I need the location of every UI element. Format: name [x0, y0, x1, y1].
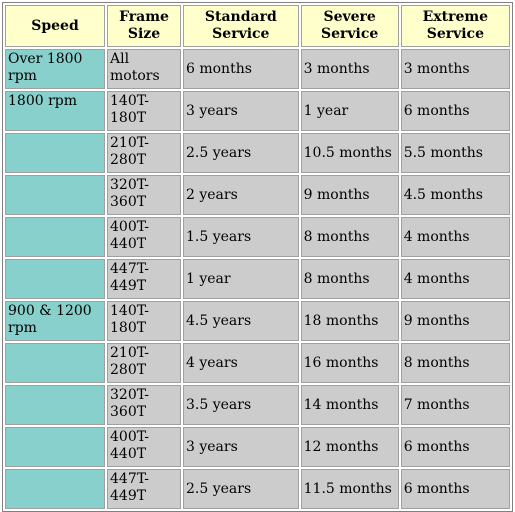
extreme-service-cell: 5.5 months: [400, 133, 510, 173]
extreme-service-cell: 4 months: [400, 217, 510, 257]
header-frame-size: Frame Size: [107, 5, 181, 47]
standard-service-cell: 1.5 years: [183, 217, 299, 257]
severe-service-cell: 10.5 months: [300, 133, 399, 173]
table-row: 447T-449T 2.5 years 11.5 months 6 months: [5, 469, 510, 509]
standard-service-cell: 4 years: [183, 343, 299, 383]
standard-service-cell: 6 months: [183, 49, 299, 89]
header-row: Speed Frame Size Standard Service Severe…: [5, 5, 510, 47]
severe-service-cell: 12 months: [300, 427, 399, 467]
table-row: 900 & 1200 rpm 140T-180T 4.5 years 18 mo…: [5, 301, 510, 341]
frame-size-cell: 400T-440T: [107, 427, 181, 467]
frame-size-cell: 210T-280T: [107, 343, 181, 383]
speed-cell: [5, 343, 105, 383]
table-row: Over 1800 rpm All motors 6 months 3 mont…: [5, 49, 510, 89]
severe-service-cell: 3 months: [300, 49, 399, 89]
extreme-service-cell: 6 months: [400, 427, 510, 467]
speed-cell: [5, 259, 105, 299]
frame-size-cell: 400T-440T: [107, 217, 181, 257]
severe-service-cell: 16 months: [300, 343, 399, 383]
table-row: 400T-440T 3 years 12 months 6 months: [5, 427, 510, 467]
header-standard-service: Standard Service: [183, 5, 299, 47]
standard-service-cell: 1 year: [183, 259, 299, 299]
frame-size-cell: 320T-360T: [107, 385, 181, 425]
frame-size-cell: 320T-360T: [107, 175, 181, 215]
standard-service-cell: 2.5 years: [183, 469, 299, 509]
standard-service-cell: 2.5 years: [183, 133, 299, 173]
standard-service-cell: 3.5 years: [183, 385, 299, 425]
extreme-service-cell: 7 months: [400, 385, 510, 425]
speed-cell: [5, 133, 105, 173]
extreme-service-cell: 6 months: [400, 91, 510, 131]
table-row: 320T-360T 3.5 years 14 months 7 months: [5, 385, 510, 425]
table-row: 1800 rpm 140T-180T 3 years 1 year 6 mont…: [5, 91, 510, 131]
table-row: 210T-280T 2.5 years 10.5 months 5.5 mont…: [5, 133, 510, 173]
speed-cell: 1800 rpm: [5, 91, 105, 131]
frame-size-cell: 210T-280T: [107, 133, 181, 173]
severe-service-cell: 1 year: [300, 91, 399, 131]
severe-service-cell: 8 months: [300, 217, 399, 257]
severe-service-cell: 18 months: [300, 301, 399, 341]
speed-cell: [5, 385, 105, 425]
speed-cell: Over 1800 rpm: [5, 49, 105, 89]
standard-service-cell: 4.5 years: [183, 301, 299, 341]
extreme-service-cell: 6 months: [400, 469, 510, 509]
speed-cell: [5, 217, 105, 257]
table-row: 400T-440T 1.5 years 8 months 4 months: [5, 217, 510, 257]
frame-size-cell: 140T-180T: [107, 91, 181, 131]
speed-cell: [5, 175, 105, 215]
table-row: 320T-360T 2 years 9 months 4.5 months: [5, 175, 510, 215]
standard-service-cell: 2 years: [183, 175, 299, 215]
frame-size-cell: 140T-180T: [107, 301, 181, 341]
standard-service-cell: 3 years: [183, 427, 299, 467]
header-severe-service: Severe Service: [300, 5, 399, 47]
extreme-service-cell: 4 months: [400, 259, 510, 299]
extreme-service-cell: 3 months: [400, 49, 510, 89]
severe-service-cell: 9 months: [300, 175, 399, 215]
extreme-service-cell: 8 months: [400, 343, 510, 383]
table-row: 447T-449T 1 year 8 months 4 months: [5, 259, 510, 299]
severe-service-cell: 8 months: [300, 259, 399, 299]
standard-service-cell: 3 years: [183, 91, 299, 131]
frame-size-cell: 447T-449T: [107, 259, 181, 299]
frame-size-cell: All motors: [107, 49, 181, 89]
extreme-service-cell: 4.5 months: [400, 175, 510, 215]
frame-size-cell: 447T-449T: [107, 469, 181, 509]
header-speed: Speed: [5, 5, 105, 47]
speed-cell: [5, 427, 105, 467]
extreme-service-cell: 9 months: [400, 301, 510, 341]
table-row: 210T-280T 4 years 16 months 8 months: [5, 343, 510, 383]
speed-cell: [5, 469, 105, 509]
header-extreme-service: Extreme Service: [400, 5, 510, 47]
severe-service-cell: 14 months: [300, 385, 399, 425]
speed-cell: 900 & 1200 rpm: [5, 301, 105, 341]
severe-service-cell: 11.5 months: [300, 469, 399, 509]
